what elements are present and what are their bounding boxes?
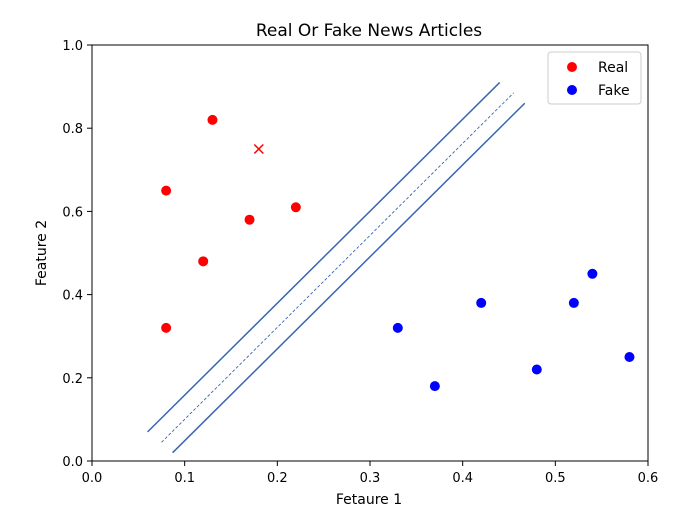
y-tick-label: 0.2 (62, 372, 83, 387)
decision-boundary-line (161, 92, 514, 443)
real-data-point (161, 322, 172, 333)
margin-upper-line (147, 81, 501, 433)
fake-data-point (624, 352, 635, 362)
x-axis-ticks: 0.0 0.1 0.2 0.3 0.4 0.5 0.6 (82, 461, 659, 486)
fake-data-point (392, 322, 403, 333)
fake-data-point (476, 297, 487, 308)
x-tick-label: 0.5 (545, 471, 566, 486)
x-marker-point (253, 143, 264, 155)
legend: Real Fake (547, 51, 642, 105)
fake-data-point (429, 381, 440, 392)
fake-data-point (531, 364, 542, 375)
data-points (161, 114, 635, 392)
x-tick-label: 0.4 (452, 471, 473, 486)
real-data-point (244, 214, 255, 225)
chart-title: Real Or Fake News Articles (256, 21, 482, 41)
x-tick-label: 0.3 (360, 471, 381, 486)
x-axis-label: Fetaure 1 (336, 492, 402, 508)
legend-real-label: Real (598, 60, 628, 76)
real-data-point (207, 114, 218, 125)
x-tick-label: 0.6 (638, 471, 659, 486)
real-data-point (161, 185, 172, 196)
legend-fake-marker (567, 85, 577, 95)
legend-fake-label: Fake (598, 83, 630, 99)
y-tick-label: 0.0 (62, 455, 83, 470)
margin-lower-line (172, 102, 526, 454)
y-axis-label: Feature 2 (34, 220, 50, 286)
fake-data-point (587, 268, 598, 279)
y-axis-ticks: 0.0 0.2 0.4 0.6 0.8 1.0 (62, 39, 92, 470)
y-tick-label: 0.6 (62, 205, 83, 220)
y-tick-label: 0.8 (62, 122, 83, 137)
x-tick-label: 0.1 (174, 471, 195, 486)
y-tick-label: 1.0 (62, 39, 83, 54)
boundary-lines (147, 81, 526, 454)
real-data-point (290, 202, 301, 213)
legend-real-marker (567, 62, 577, 72)
x-tick-label: 0.0 (82, 471, 103, 486)
real-data-point (198, 256, 209, 267)
x-tick-label: 0.2 (267, 471, 288, 486)
fake-data-point (568, 297, 579, 308)
y-tick-label: 0.4 (62, 289, 83, 304)
